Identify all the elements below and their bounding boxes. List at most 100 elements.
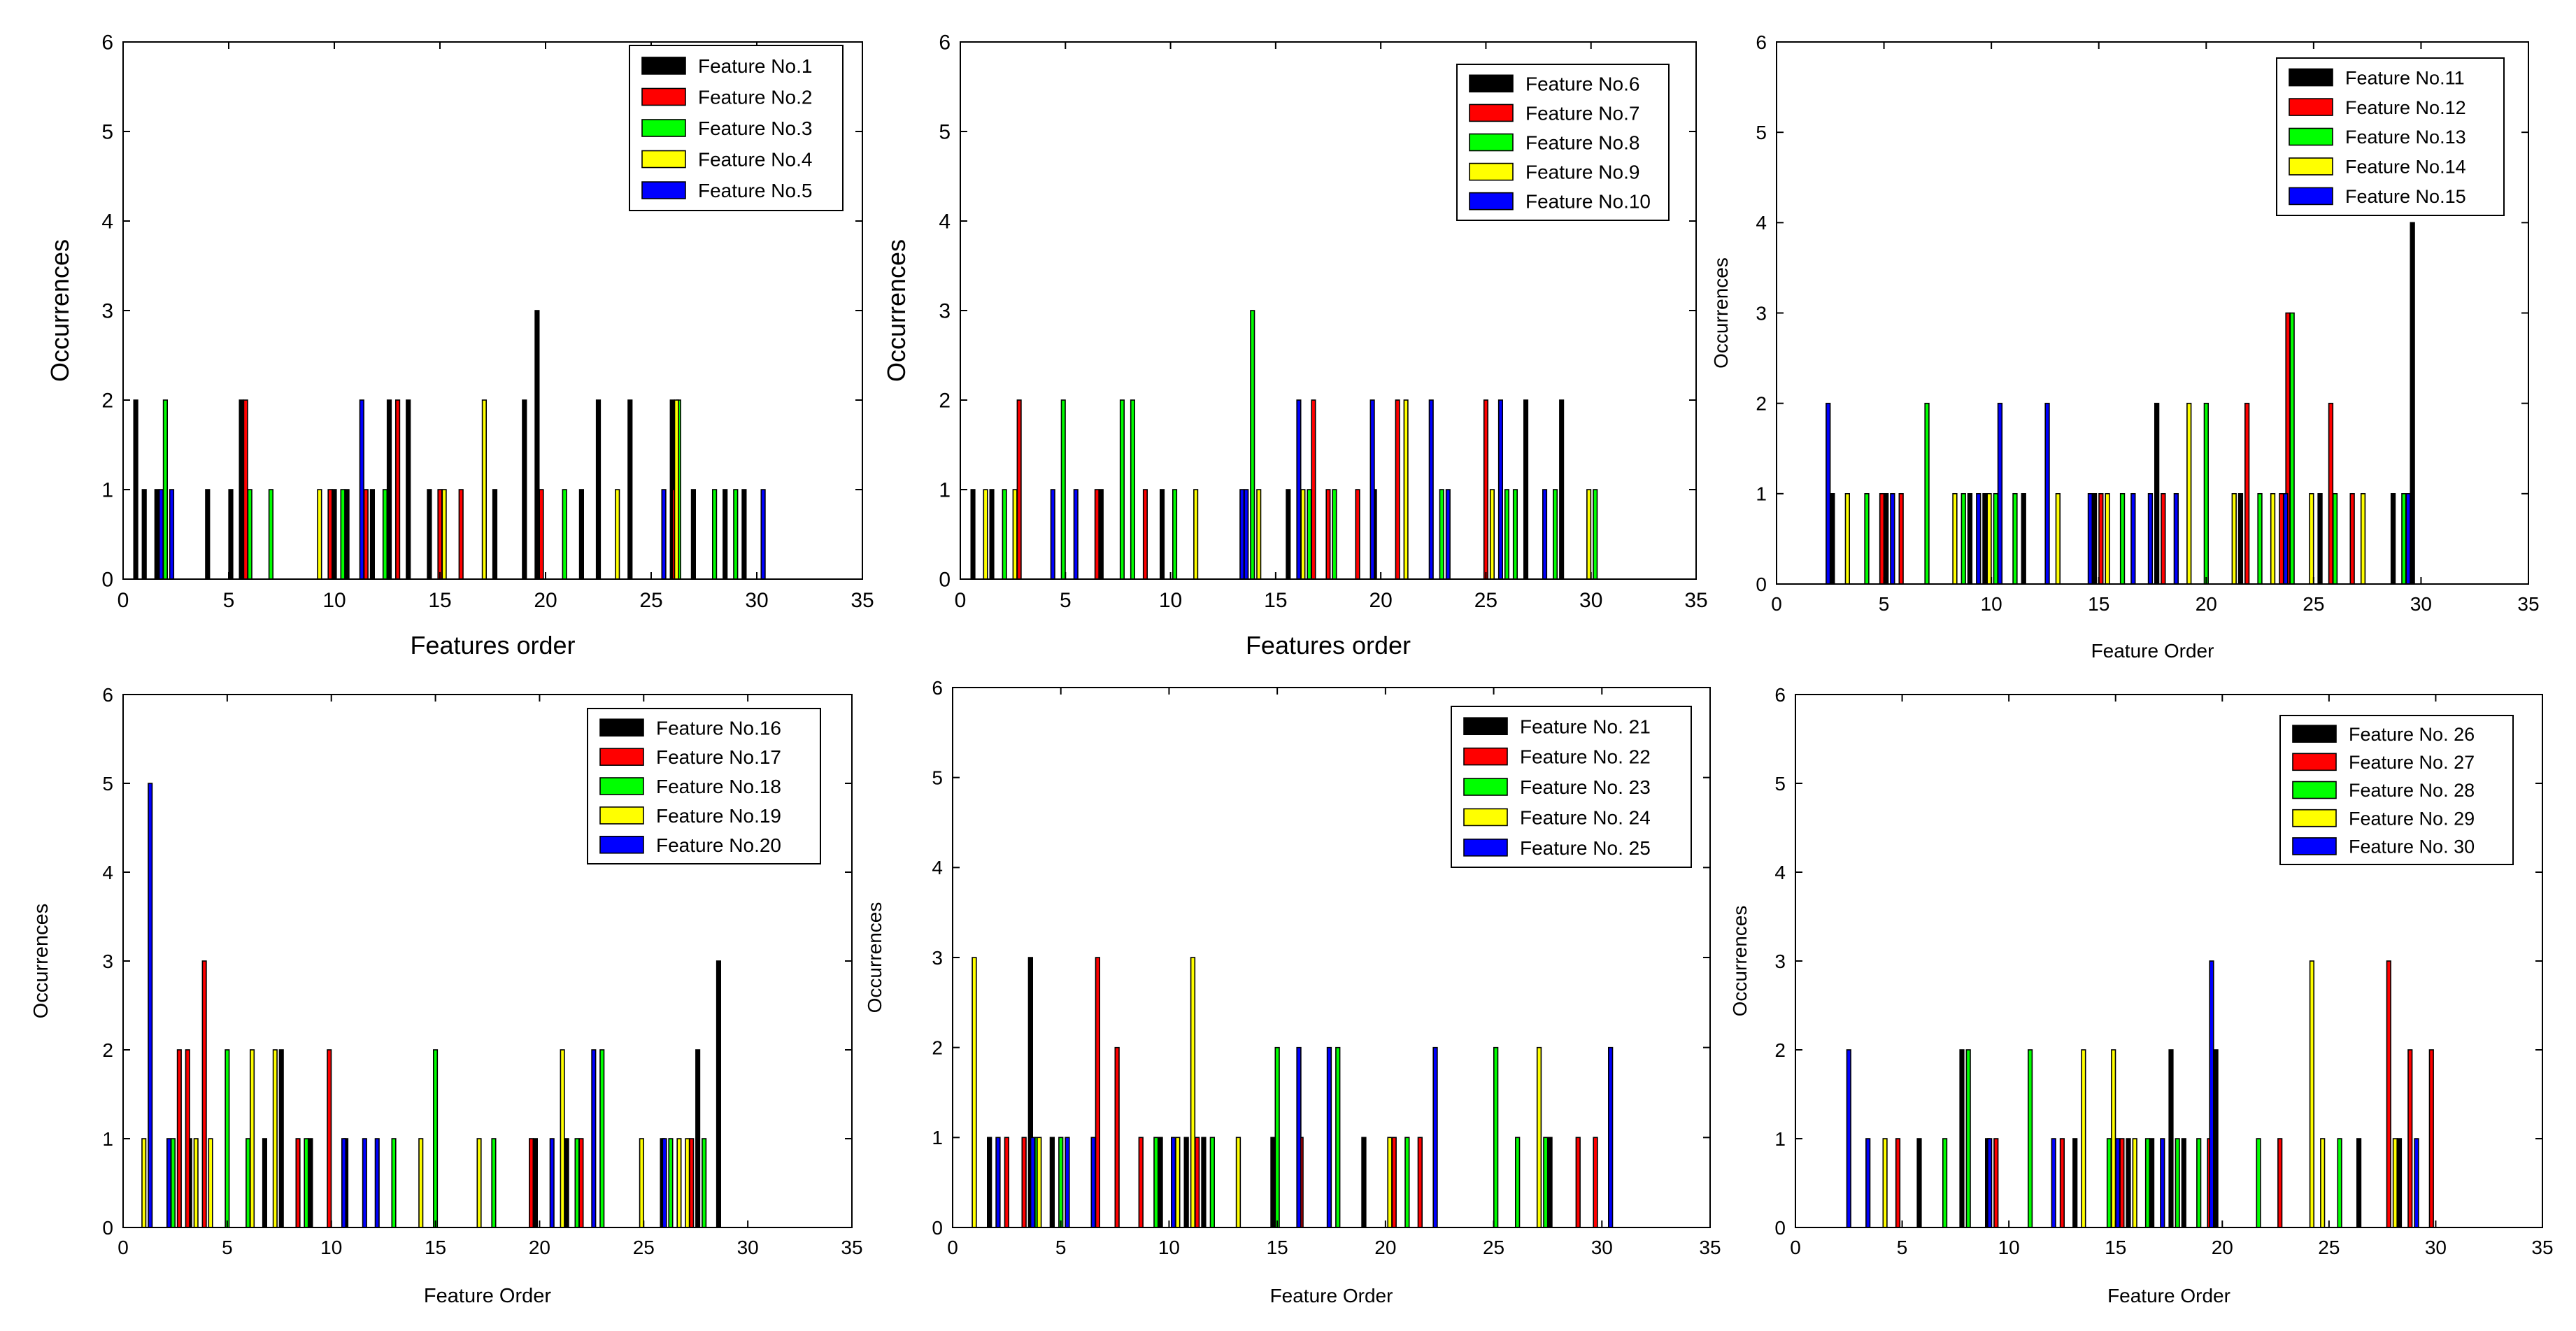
bar-series2-x20.4	[1391, 1137, 1397, 1228]
y-tick-label: 3	[1756, 302, 1767, 324]
bar-series5-x12.6	[2044, 402, 2050, 585]
bar-series4-x1	[972, 957, 977, 1228]
y-axis-label: Occurrences	[864, 902, 885, 1013]
legend-swatch	[2289, 157, 2333, 176]
bar-series2-x5.8	[243, 399, 248, 580]
bar-series3-x13.9	[1250, 310, 1255, 580]
bar-series3-x17.9	[2175, 1138, 2180, 1228]
y-tick-label: 1	[932, 1127, 943, 1148]
bar-series5-x19.6	[1369, 399, 1375, 580]
bar-series1-x28.3	[2396, 1138, 2403, 1228]
x-tick-label: 20	[1369, 589, 1392, 612]
bar-series2-x29.8	[2428, 1049, 2434, 1228]
bar-series3-x22.5	[2257, 492, 2263, 585]
y-tick-label: 4	[102, 862, 113, 883]
legend-entry: Feature No.2	[698, 87, 812, 108]
x-tick-label: 20	[2212, 1237, 2233, 1258]
bar-series3-x28.3	[1553, 489, 1558, 580]
y-tick-label: 0	[932, 1217, 943, 1239]
bar-series4-x4.2	[208, 1138, 213, 1228]
bar-series1-x5.8	[1916, 1138, 1922, 1228]
bar-series5-x18.6	[2173, 492, 2179, 585]
legend-entry: Feature No. 30	[2349, 837, 2475, 857]
bar-series3-x7.7	[1119, 399, 1125, 580]
bar-series4-x24.9	[2309, 492, 2314, 585]
x-tick-label: 5	[1060, 589, 1072, 612]
x-tick-label: 15	[1267, 1237, 1288, 1258]
bar-series1-x17.6	[492, 489, 498, 580]
y-tick-label: 1	[101, 479, 113, 502]
bar-series1-x28.6	[716, 960, 721, 1228]
bar-series2-x9.4	[1993, 1138, 1999, 1228]
legend-swatch	[2289, 127, 2333, 146]
bar-series4-x17.1	[476, 1138, 482, 1228]
x-tick-label: 10	[1159, 589, 1182, 612]
bar-series2-x28.8	[2407, 1049, 2413, 1228]
bar-series4-x23.1	[2270, 492, 2276, 585]
y-axis-label: Occurrences	[1710, 257, 1732, 369]
bar-series1-x21.6	[2237, 492, 2244, 585]
bar-series4-x28.1	[2392, 1138, 2398, 1228]
bar-series5-x16	[1296, 1046, 1302, 1228]
chart-panel-5: 0 5 10 15 20 25 30 35 0 1 2 3 4 5 6 Feature Order Occurr…	[864, 677, 1721, 1307]
x-tick-label: 5	[223, 589, 235, 612]
y-tick-label: 0	[1774, 1217, 1786, 1239]
bar-series1-x9.7	[1982, 492, 1988, 585]
chart-panel-6: 0 5 10 15 20 25 30 35 0 1 2 3 4 5 6 Feature Order Occurr…	[1729, 684, 2554, 1307]
bar-series1-x15.6	[1286, 489, 1291, 580]
bar-series2-x22.7	[2277, 1138, 2283, 1228]
bar-series4-x15.2	[441, 489, 447, 580]
bar-series3-x20	[2203, 402, 2209, 585]
bar-series5-x17.4	[2147, 492, 2154, 585]
y-tick-label: 6	[1774, 684, 1786, 706]
bar-series3-x6	[245, 1138, 251, 1228]
bar-series4-x10.4	[1175, 1137, 1181, 1228]
bar-series5-x16.6	[2130, 492, 2136, 585]
x-tick-label: 30	[737, 1237, 759, 1258]
bar-series2-x21.9	[2244, 402, 2250, 585]
x-axis-label: Feature Order	[2091, 640, 2214, 662]
x-tick-label: 35	[1684, 589, 1707, 612]
bar-series2-x7.6	[1114, 1046, 1120, 1228]
bar-series3-x26	[1504, 489, 1509, 580]
x-axis-label: Feature Order	[1270, 1285, 1393, 1307]
bar-series4-x1.2	[983, 489, 988, 580]
x-tick-label: 0	[118, 1237, 129, 1258]
bar-series4-x17.1	[481, 399, 487, 580]
bar-series3-x7	[1942, 1138, 1948, 1228]
bar-series3-x18.9	[2196, 1138, 2202, 1228]
legend-swatch	[1469, 162, 1514, 181]
x-tick-label: 0	[1790, 1237, 1801, 1258]
legend-swatch	[2292, 837, 2337, 855]
bar-series5-x22.4	[1428, 399, 1434, 580]
bar-series5-x2.5	[1846, 1049, 1851, 1228]
bar-group	[970, 310, 1598, 580]
x-tick-label: 25	[2318, 1237, 2340, 1258]
bar-series1-x13.5	[406, 399, 411, 580]
bar-series2-x16.8	[1311, 399, 1316, 580]
bar-series2-x2.8	[1016, 399, 1022, 580]
bar-series1-x13.1	[2072, 1138, 2078, 1228]
y-tick-label: 4	[101, 211, 113, 234]
bar-series3-x15	[432, 1049, 439, 1228]
bar-series5-x29.1	[2414, 1138, 2419, 1228]
legend-entry: Feature No. 26	[2349, 724, 2475, 745]
bar-series3-x28	[711, 489, 718, 580]
bar-series1-x9	[1967, 492, 1973, 585]
bar-group	[133, 310, 766, 580]
legend-entry: Feature No.5	[698, 180, 812, 201]
bar-series3-x12.4	[382, 489, 388, 580]
bar-series4-x19.2	[2186, 402, 2192, 585]
legend-swatch	[1469, 104, 1514, 122]
bar-series2-x25	[1483, 399, 1488, 580]
legend-swatch	[599, 777, 644, 795]
x-tick-label: 10	[1998, 1237, 2020, 1258]
y-tick-label: 3	[932, 947, 943, 969]
bar-series2-x2.7	[176, 1049, 182, 1228]
bar-series3-x10.4	[340, 489, 346, 580]
bar-series3-x21	[1404, 1137, 1410, 1228]
x-tick-label: 20	[2196, 593, 2217, 615]
bar-series3-x8.2	[1130, 399, 1135, 580]
bar-series3-x26.1	[1515, 1137, 1521, 1228]
y-tick-label: 5	[1774, 773, 1786, 795]
